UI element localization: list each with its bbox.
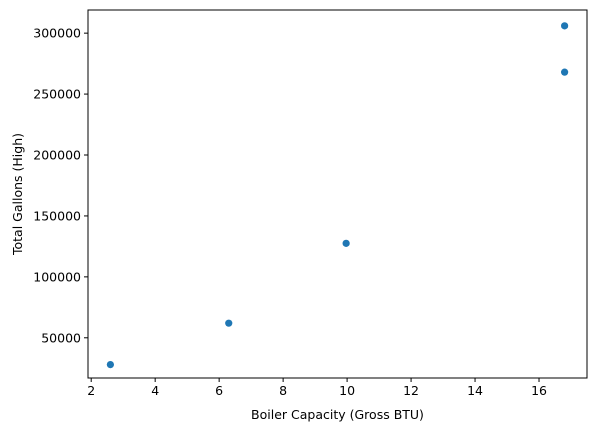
- data-points: [106, 22, 569, 369]
- data-point: [561, 22, 569, 30]
- x-tick-label: 2: [87, 383, 95, 398]
- data-point: [561, 68, 569, 76]
- y-tick-label: 200000: [33, 148, 81, 163]
- axis-ticks: 2 4 6 8 10 12 14 16 50000 100000 150000 200000 25000…: [33, 26, 547, 398]
- x-tick-label: 6: [215, 383, 223, 398]
- x-tick-label: 8: [279, 383, 287, 398]
- y-tick-label: 150000: [33, 208, 81, 223]
- y-tick-label: 250000: [33, 87, 81, 102]
- y-tick-label: 50000: [41, 330, 81, 345]
- x-tick-label: 14: [467, 383, 483, 398]
- data-point: [106, 360, 114, 369]
- y-axis-label: Total Gallons (High): [10, 133, 25, 256]
- data-point: [225, 319, 233, 327]
- x-tick-label: 12: [403, 383, 419, 398]
- x-tick-label: 4: [151, 383, 159, 398]
- y-tick-label: 300000: [33, 26, 81, 41]
- x-tick-label: 16: [531, 383, 547, 398]
- y-tick-label: 100000: [33, 269, 81, 284]
- x-tick-label: 10: [339, 383, 355, 398]
- plot-frame: [87, 9, 588, 379]
- data-point: [342, 239, 350, 247]
- x-axis-label: Boiler Capacity (Gross BTU): [251, 407, 424, 422]
